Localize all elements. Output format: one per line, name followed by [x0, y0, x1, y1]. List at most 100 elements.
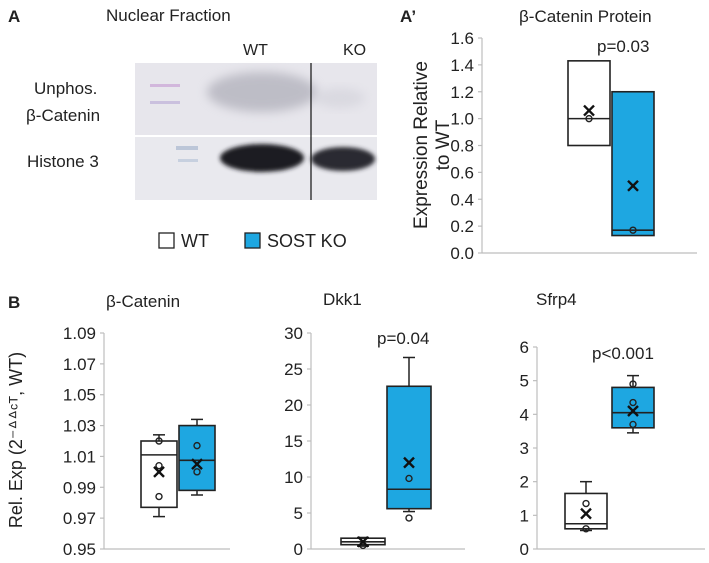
y-tick-label: 0.2	[450, 217, 474, 236]
y-tick-label: 0.95	[63, 540, 96, 559]
blot-band-histone-ko	[311, 147, 375, 171]
y-axis-label: Rel. Exp (2⁻ᐞᐞᶜᵀ, WT)	[6, 352, 26, 528]
mean-marker	[627, 179, 639, 192]
mean-marker-stroke	[403, 456, 415, 469]
box-iqr	[564, 492, 608, 530]
blot-ladder-band	[150, 101, 180, 104]
legend-swatch-ko	[244, 232, 261, 249]
p-value-label: p=0.04	[377, 329, 429, 348]
mean-marker-stroke	[580, 507, 592, 520]
y-tick-label: 6	[520, 338, 529, 357]
y-tick-label: 1.05	[63, 386, 96, 405]
legend: WT SOST KO	[158, 231, 347, 251]
panel-label-a-prime: A’	[400, 7, 416, 26]
y-tick-label: 1.09	[63, 324, 96, 343]
box-wt	[140, 434, 178, 518]
mean-marker	[191, 458, 203, 470]
mean-marker	[627, 405, 639, 417]
western-blot: Nuclear Fraction WT KO Unphos. β-Catenin…	[26, 6, 377, 200]
data-point	[585, 114, 593, 123]
box-iqr	[140, 440, 178, 509]
mean-marker	[403, 456, 415, 469]
y-tick-label: 2	[520, 473, 529, 492]
y-tick-label: 1.03	[63, 417, 96, 436]
data-point	[629, 226, 637, 234]
data-point	[582, 499, 590, 508]
data-point	[582, 525, 590, 533]
box-ko	[178, 418, 216, 496]
data-point	[629, 398, 637, 407]
y-axis-label: Expression Relative	[411, 61, 432, 229]
y-tick-label: 10	[284, 468, 303, 487]
blot-title: Nuclear Fraction	[106, 6, 231, 25]
legend-label-ko: SOST KO	[267, 231, 347, 251]
box-iqr	[386, 385, 432, 510]
blot-row2-label: Histone 3	[27, 152, 99, 171]
y-tick-label: 1.4	[450, 56, 474, 75]
chart-dkk1: Dkk1 0 5 10 15 20 25 30 p=0.04	[284, 290, 465, 559]
mean-marker-stroke	[357, 535, 369, 548]
data-point	[155, 437, 163, 445]
y-tick-label: 0	[520, 540, 529, 559]
y-tick-label: 1.01	[63, 447, 96, 466]
mean-marker-stroke	[583, 104, 595, 117]
box-wt	[340, 535, 386, 550]
legend-label-wt: WT	[181, 231, 209, 251]
y-tick-label: 20	[284, 396, 303, 415]
y-tick-label: 3	[520, 439, 529, 458]
box-ko	[386, 356, 432, 522]
y-tick-label: 4	[520, 405, 529, 424]
chart-title: β-Catenin Protein	[519, 7, 652, 26]
y-tick-label: 5	[294, 504, 303, 523]
p-value-label: p=0.03	[597, 37, 649, 56]
y-tick-label: 0.4	[450, 190, 474, 209]
charts-layer: β-Catenin Protein 0.0 0.2 0.4 0.6 0.8 1.0 1.2 1.…	[6, 7, 705, 559]
mean-marker-stroke	[627, 179, 639, 192]
panel-label-b: B	[8, 293, 20, 312]
data-point	[155, 492, 163, 501]
blot-row1-label-line2: β-Catenin	[26, 106, 100, 125]
panel-label-a: A	[8, 7, 20, 26]
box-iqr	[178, 424, 216, 492]
y-tick-label: 0	[294, 540, 303, 559]
p-value-label: p<0.001	[592, 344, 654, 363]
blot-row1-label-line1: Unphos.	[34, 79, 97, 98]
y-tick-label: 1.0	[450, 110, 474, 129]
blot-lane-ko: KO	[343, 42, 366, 59]
y-tick-label: 0.8	[450, 137, 474, 156]
y-tick-label: 0.99	[63, 478, 96, 497]
mean-marker-stroke	[627, 405, 639, 417]
box-ko	[611, 90, 655, 237]
chart-bcat: β-Catenin 0.95 0.97 0.99 1.01 1.03 1.05 1.07 1.0…	[6, 292, 230, 559]
y-tick-label: 15	[284, 432, 303, 451]
blot-ladder-band	[150, 84, 180, 87]
box-wt	[564, 480, 608, 533]
mean-marker	[583, 104, 595, 117]
blot-band-bcat-wt	[207, 72, 317, 112]
y-tick-label: 1.2	[450, 83, 474, 102]
blot-lane-wt: WT	[243, 42, 268, 59]
data-point	[193, 441, 201, 450]
mean-marker-stroke	[191, 458, 203, 470]
y-axis-label: to WT	[433, 119, 454, 170]
legend-swatch-wt	[158, 232, 175, 249]
y-tick-label: 30	[284, 324, 303, 343]
chart-title: β-Catenin	[106, 292, 180, 311]
box-iqr	[611, 90, 655, 237]
data-point	[405, 474, 413, 483]
mean-marker	[580, 507, 592, 520]
y-tick-label: 0.97	[63, 509, 96, 528]
y-tick-label: 25	[284, 360, 303, 379]
box-ko	[611, 374, 655, 434]
y-tick-label: 1	[520, 506, 529, 525]
y-tick-label: 5	[520, 372, 529, 391]
blot-ladder-band	[176, 146, 198, 150]
chart-title: Dkk1	[323, 290, 362, 309]
data-point	[405, 514, 413, 522]
y-tick-label: 1.6	[450, 29, 474, 48]
chart-title: Sfrp4	[536, 290, 577, 309]
mean-marker-stroke	[153, 466, 165, 478]
y-tick-label: 0.0	[450, 244, 474, 263]
data-point	[155, 461, 163, 470]
